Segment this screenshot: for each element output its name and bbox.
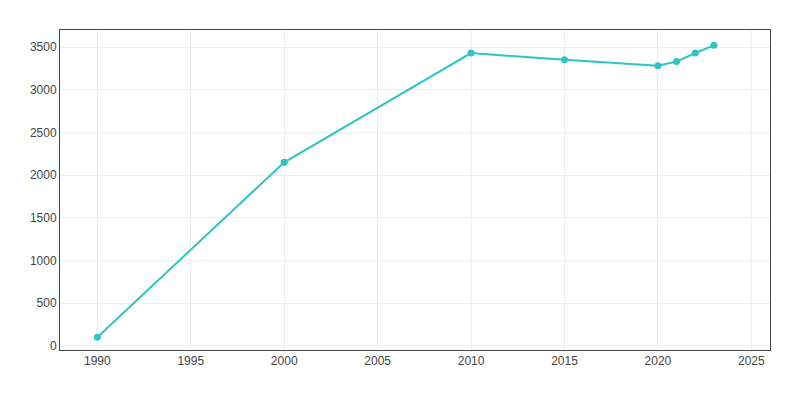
svg-text:2020: 2020 [645,354,672,368]
svg-text:1995: 1995 [177,354,204,368]
svg-text:2005: 2005 [364,354,391,368]
svg-text:1990: 1990 [84,354,111,368]
svg-text:0: 0 [50,339,57,353]
svg-text:2000: 2000 [30,168,57,182]
svg-text:2015: 2015 [551,354,578,368]
svg-text:2025: 2025 [738,354,765,368]
svg-text:1000: 1000 [30,254,57,268]
svg-text:1500: 1500 [30,211,57,225]
svg-text:3500: 3500 [30,40,57,54]
svg-text:500: 500 [37,296,57,310]
svg-text:2000: 2000 [271,354,298,368]
svg-text:2010: 2010 [458,354,485,368]
svg-text:3000: 3000 [30,83,57,97]
svg-text:2500: 2500 [30,126,57,140]
